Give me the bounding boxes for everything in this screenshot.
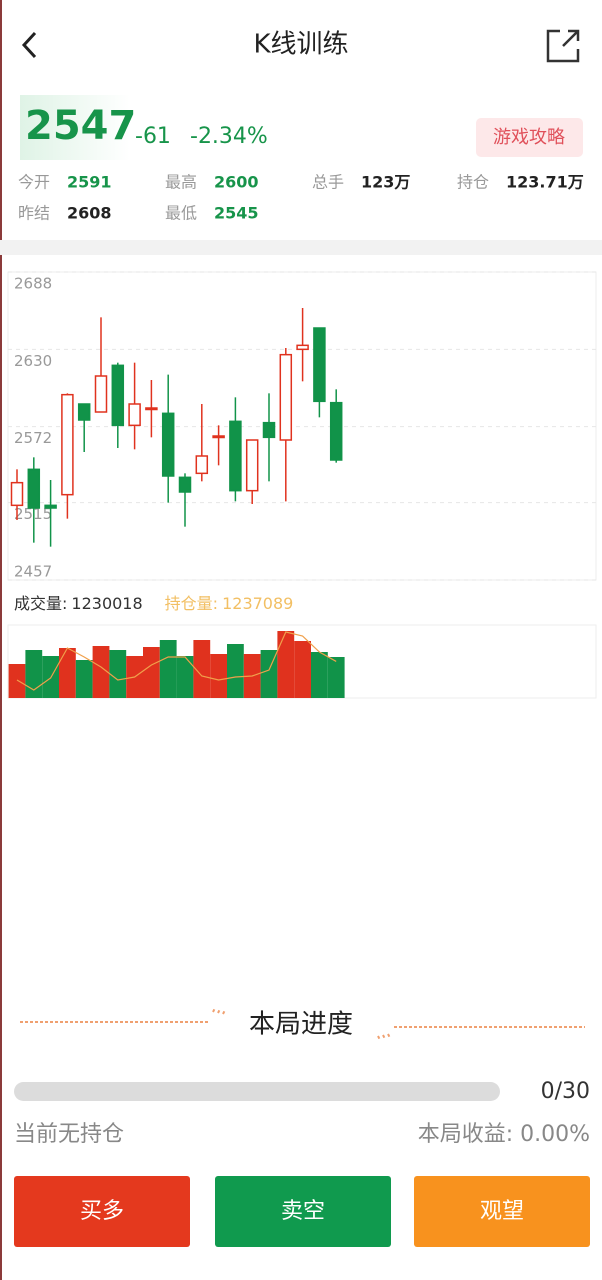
volume-legend: 成交量: 1230018 持仓量: 1237089 — [14, 594, 293, 613]
candle-body — [27, 468, 41, 509]
change: -61 — [135, 124, 171, 149]
candle-body — [111, 364, 125, 427]
volume-bar — [143, 647, 160, 698]
edge — [0, 0, 2, 1280]
stat-label: 持仓 — [457, 173, 489, 192]
position-line — [16, 631, 337, 691]
candle-body — [212, 435, 225, 439]
volume-bar — [193, 640, 211, 698]
stat-value: 2600 — [214, 173, 259, 192]
progress-count: 0/30 — [541, 1079, 590, 1104]
y-tick-label: 2630 — [14, 352, 52, 370]
action-button[interactable] — [215, 1176, 391, 1247]
volume-bar — [92, 646, 110, 698]
volume-bar — [8, 664, 26, 698]
volume-bar — [75, 660, 93, 698]
action-button[interactable] — [414, 1176, 590, 1247]
candle-body — [61, 393, 74, 496]
volume-bar — [277, 631, 295, 698]
guide-button[interactable] — [476, 118, 583, 157]
volume-bar — [260, 650, 278, 698]
stat-value: 2591 — [67, 173, 112, 192]
stat-value: 123.71万 — [506, 173, 584, 192]
volume-bar — [109, 650, 127, 698]
price-bg — [20, 95, 130, 160]
candle-body — [229, 420, 242, 492]
candle-body — [313, 327, 326, 403]
stat-label: 总手 — [312, 173, 344, 192]
volume-bar — [327, 656, 345, 698]
y-tick-label: 2457 — [14, 563, 52, 581]
stat-value: 2545 — [214, 204, 259, 223]
candle-body — [279, 353, 293, 441]
legend-name: 持仓量: — [165, 594, 218, 613]
candle-body — [44, 504, 57, 509]
volume-bar — [59, 648, 76, 698]
candle-body — [262, 421, 276, 439]
legend-value: 1237089 — [222, 594, 293, 613]
volume-bar — [210, 654, 227, 698]
candle-body — [178, 476, 192, 493]
volume-bar — [25, 650, 43, 698]
action-label: 买多 — [80, 1199, 124, 1224]
volume-bar — [311, 652, 328, 698]
volume-bar — [227, 644, 244, 698]
stat-label: 最低 — [165, 204, 197, 223]
position-status: 当前无持仓 — [14, 1122, 124, 1147]
guide-label: 游戏攻略 — [493, 127, 565, 148]
y-tick-label: 2688 — [14, 275, 52, 293]
change-pct: -2.34% — [190, 124, 268, 149]
candle-body — [77, 403, 91, 421]
candle-body — [245, 439, 259, 492]
page-title: K线训练 — [253, 30, 348, 60]
volume-bar — [159, 640, 177, 698]
candle-body — [195, 455, 209, 475]
candle-body — [161, 412, 175, 477]
progress-title: 本局进度 — [249, 1010, 353, 1040]
candle-body — [128, 403, 141, 427]
separator — [0, 240, 602, 255]
candle-body — [329, 401, 343, 461]
legend-value: 1230018 — [71, 594, 142, 613]
round-profit: 本局收益: 0.00% — [418, 1122, 590, 1147]
volume-bar — [294, 641, 311, 698]
progress-decor — [20, 1007, 585, 1041]
candle-body — [10, 481, 24, 507]
back-button[interactable] — [21, 31, 37, 59]
kline-frame — [7, 271, 597, 581]
action-label: 观望 — [480, 1199, 524, 1224]
candle-body — [94, 375, 108, 413]
candle-body — [145, 407, 158, 411]
y-tick-label: 2572 — [14, 429, 52, 447]
legend-name: 成交量: — [14, 594, 67, 613]
price: 2547 — [25, 103, 136, 149]
progress-bar — [14, 1082, 500, 1101]
stat-value: 2608 — [67, 204, 112, 223]
action-label: 卖空 — [281, 1199, 325, 1224]
share-button[interactable] — [546, 29, 580, 63]
action-button[interactable] — [14, 1176, 190, 1247]
volume-bar — [176, 656, 194, 698]
stat-value: 123万 — [361, 173, 410, 192]
stat-label: 昨结 — [18, 204, 50, 223]
candle-body — [296, 344, 309, 351]
stat-label: 今开 — [18, 173, 50, 192]
stat-label: 最高 — [165, 173, 197, 192]
